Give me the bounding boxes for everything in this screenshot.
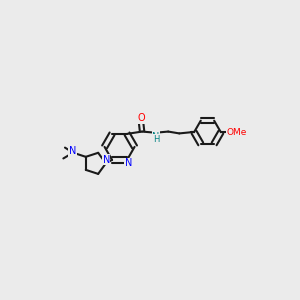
Text: OMe: OMe	[227, 128, 247, 137]
Text: N: N	[103, 155, 110, 165]
Text: H: H	[153, 135, 159, 144]
Text: O: O	[137, 113, 145, 123]
Text: N: N	[69, 146, 76, 156]
Text: N: N	[152, 132, 160, 142]
Text: N: N	[124, 158, 132, 168]
